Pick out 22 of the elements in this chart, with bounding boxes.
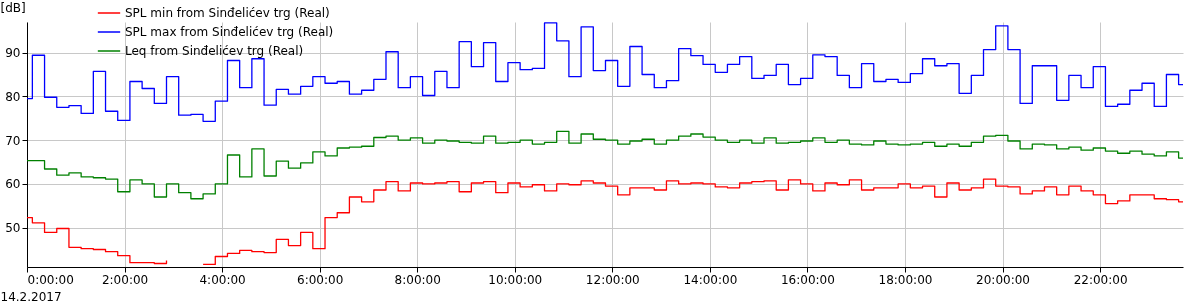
- x-tick-label: 14:00:00: [683, 272, 738, 287]
- legend-label: SPL max from Sinđelićev trg (Real): [125, 25, 334, 39]
- x-axis-title: 14.2.2017: [0, 289, 62, 304]
- x-tick-label: 6:00:00: [297, 272, 344, 287]
- y-tick-label: 60: [5, 177, 21, 192]
- x-tick-label: 0:00:00: [27, 272, 74, 287]
- y-tick-label: 70: [5, 133, 21, 148]
- x-tick-label: 2:00:00: [101, 272, 149, 287]
- x-tick-label: 16:00:00: [780, 272, 835, 287]
- legend-label: SPL min from Sinđelićev trg (Real): [125, 6, 330, 20]
- x-tick-label: 4:00:00: [199, 272, 246, 287]
- legend-label: Leq from Sinđelićev trg (Real): [125, 44, 304, 58]
- x-tick-label: 8:00:00: [394, 272, 441, 287]
- y-axis-title: [dB]: [0, 0, 26, 15]
- x-tick-label: 22:00:00: [1073, 272, 1128, 287]
- y-tick-label: 90: [5, 46, 21, 61]
- x-tick-label: 18:00:00: [878, 272, 933, 287]
- x-tick-label: 10:00:00: [488, 272, 543, 287]
- x-tick-label: 12:00:00: [585, 272, 640, 287]
- x-tick-label: 20:00:00: [976, 272, 1030, 287]
- y-tick-label: 50: [5, 221, 21, 236]
- y-tick-label: 80: [5, 89, 21, 104]
